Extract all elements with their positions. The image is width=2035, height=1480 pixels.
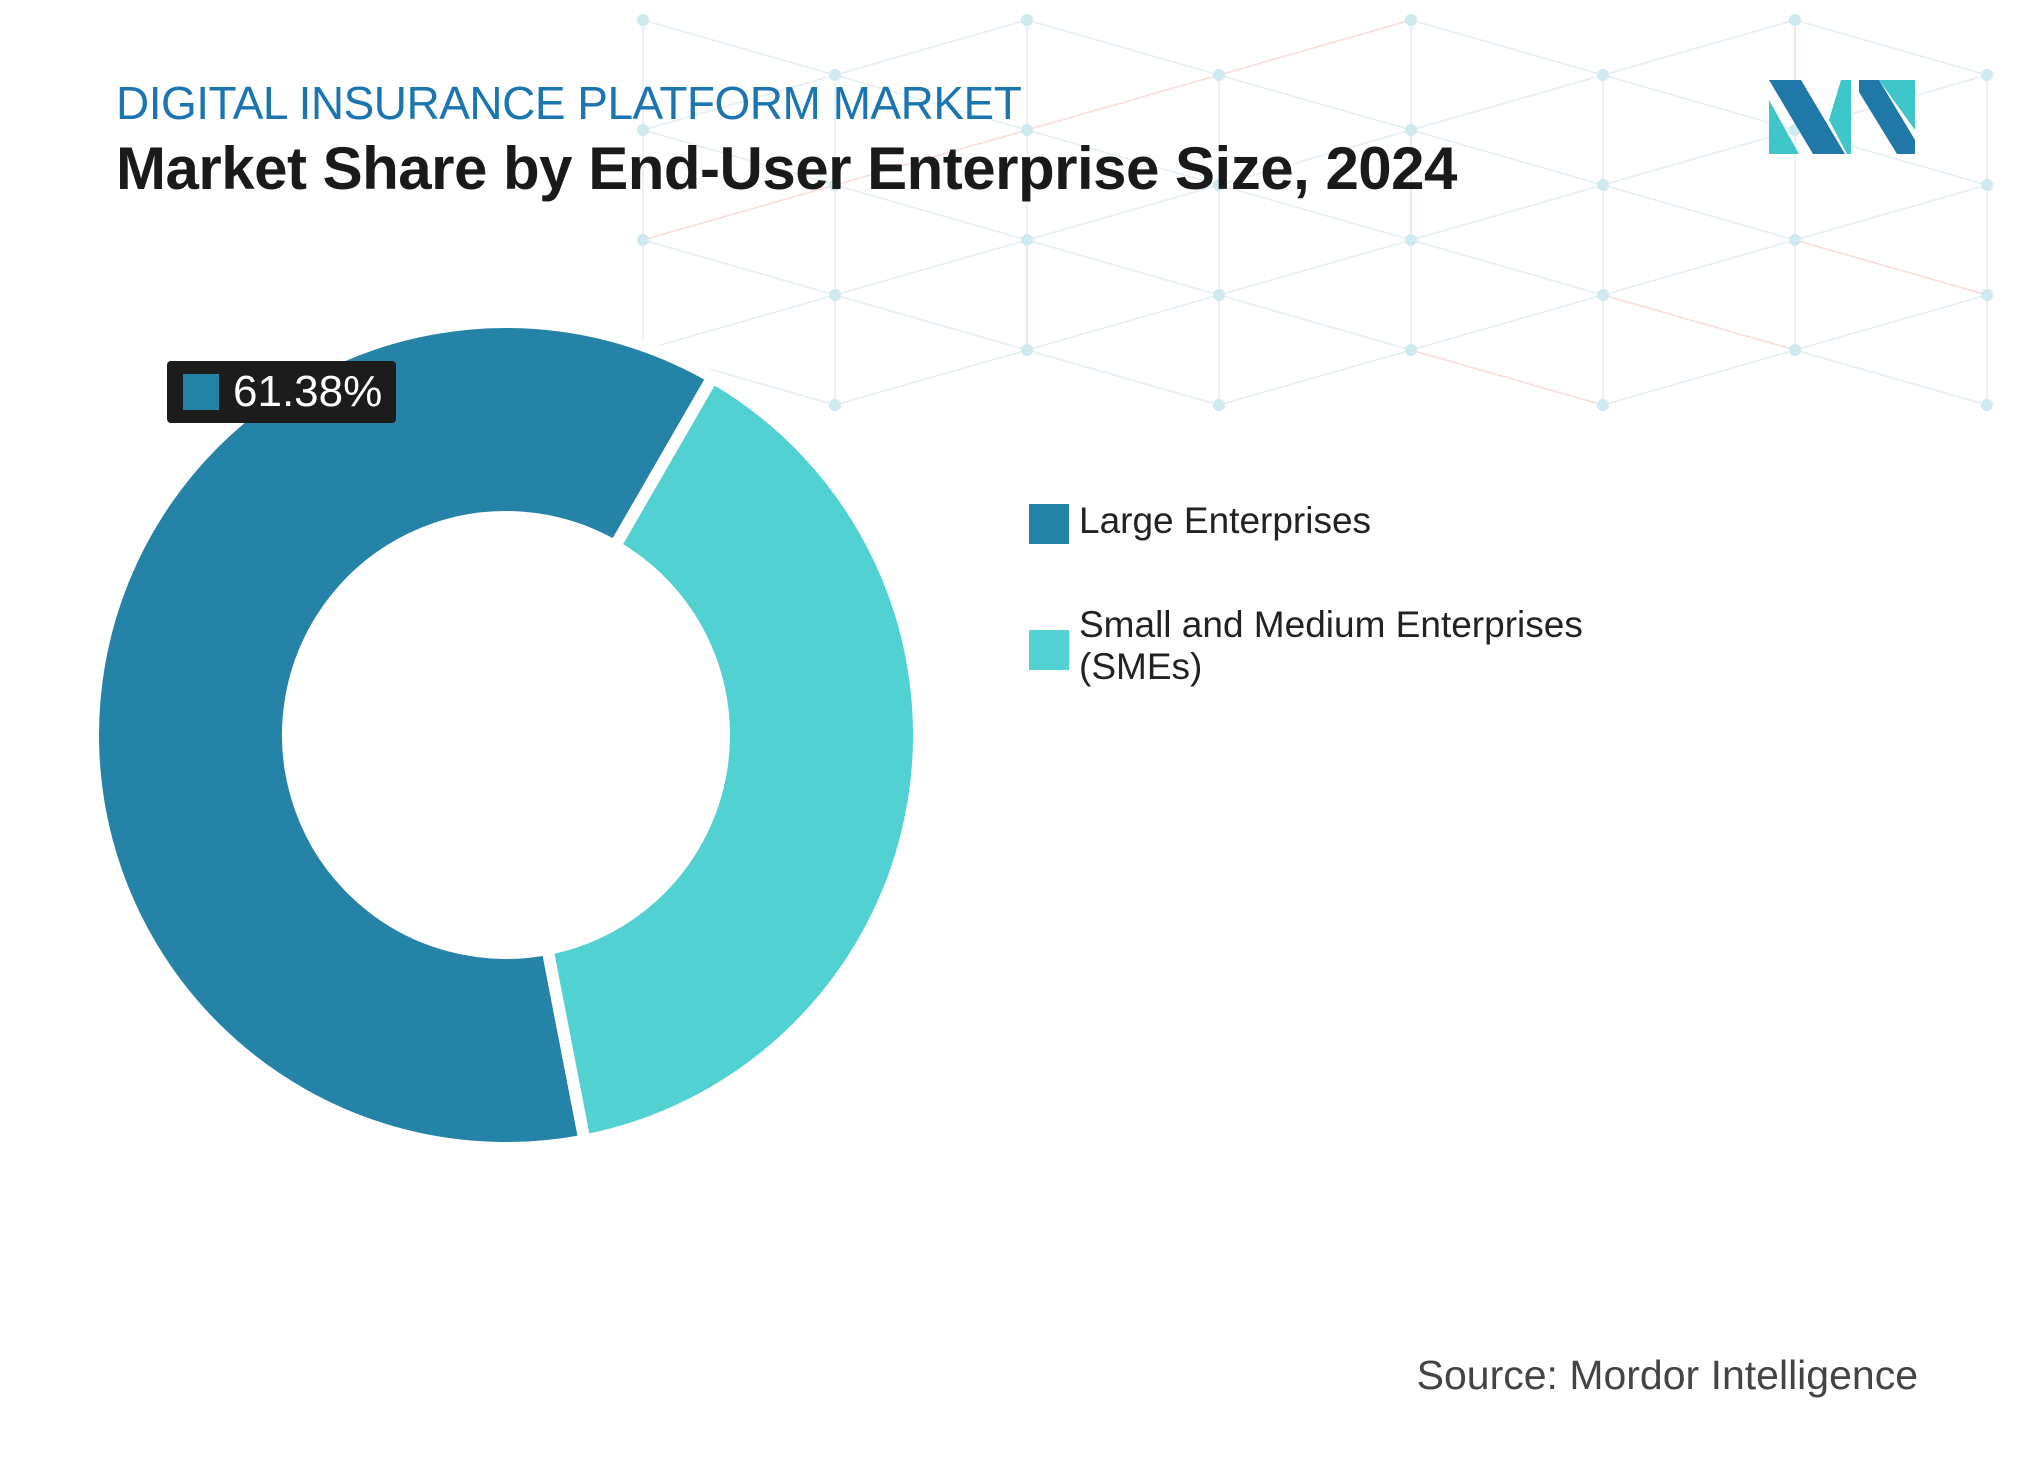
source-note: Source: Mordor Intelligence bbox=[1416, 1352, 1918, 1398]
pattern-dot bbox=[637, 124, 649, 136]
pattern-dot bbox=[1981, 69, 1993, 81]
pattern-line bbox=[1218, 294, 1412, 351]
pattern-dot bbox=[1597, 69, 1609, 81]
donut-slice-large-enterprises bbox=[87, 316, 721, 1154]
chart-kicker: DIGITAL INSURANCE PLATFORM MARKET bbox=[116, 77, 1022, 129]
pattern-dot bbox=[637, 14, 649, 26]
mordor-intelligence-logo bbox=[1769, 80, 1915, 154]
pattern-line bbox=[1410, 129, 1604, 186]
data-label-value: 61.38% bbox=[233, 367, 383, 416]
pattern-line bbox=[1026, 294, 1220, 351]
pattern-line bbox=[834, 74, 1028, 131]
pattern-line bbox=[1602, 74, 1796, 131]
pattern-line bbox=[1218, 349, 1412, 406]
pattern-line bbox=[1026, 129, 1220, 186]
pattern-dot bbox=[829, 179, 841, 191]
pattern-dot bbox=[1981, 399, 1993, 411]
pattern-dot bbox=[637, 234, 649, 246]
pattern-line bbox=[834, 184, 1028, 241]
pattern-line bbox=[1602, 19, 1796, 76]
pattern-dot bbox=[829, 289, 841, 301]
pattern-dot bbox=[829, 69, 841, 81]
pattern-dot bbox=[1021, 344, 1033, 356]
pattern-line bbox=[1794, 294, 1988, 351]
pattern-dot bbox=[1021, 234, 1033, 246]
pattern-line bbox=[1794, 349, 1988, 406]
pattern-dot bbox=[1405, 14, 1417, 26]
pattern-line bbox=[834, 239, 1028, 296]
pattern-line bbox=[1218, 184, 1412, 241]
pattern-line bbox=[642, 184, 836, 241]
pattern-line bbox=[642, 239, 836, 296]
pattern-line bbox=[1602, 129, 1796, 186]
pattern-dot bbox=[829, 399, 841, 411]
pattern-line bbox=[642, 129, 836, 186]
donut-chart bbox=[87, 316, 926, 1154]
legend-label: Small and Medium Enterprises (SMEs) bbox=[1079, 604, 1583, 687]
pattern-line bbox=[1218, 129, 1412, 186]
legend-label: Large Enterprises bbox=[1079, 500, 1372, 541]
pattern-dot bbox=[1789, 14, 1801, 26]
pattern-dot bbox=[1213, 289, 1225, 301]
pattern-line bbox=[1410, 74, 1604, 131]
data-label-large-enterprises: 61.38% bbox=[167, 361, 396, 423]
pattern-dot bbox=[1597, 289, 1609, 301]
pattern-line bbox=[1026, 349, 1220, 406]
pattern-dot bbox=[1981, 289, 1993, 301]
pattern-dot bbox=[1597, 179, 1609, 191]
pattern-line bbox=[1026, 74, 1220, 131]
pattern-line bbox=[1794, 184, 1988, 241]
pattern-line bbox=[1794, 239, 1988, 296]
data-label-swatch bbox=[183, 374, 219, 410]
legend-swatch bbox=[1029, 504, 1069, 544]
pattern-line bbox=[1218, 239, 1412, 296]
pattern-dot bbox=[1021, 124, 1033, 136]
pattern-line bbox=[1026, 184, 1220, 241]
pattern-line bbox=[1218, 19, 1412, 76]
pattern-dot bbox=[1597, 399, 1609, 411]
pattern-dot bbox=[1789, 344, 1801, 356]
pattern-dot bbox=[1405, 234, 1417, 246]
pattern-line bbox=[1794, 19, 1988, 76]
pattern-line bbox=[642, 294, 836, 351]
pattern-line bbox=[1602, 184, 1796, 241]
pattern-line bbox=[1410, 19, 1604, 76]
pattern-line bbox=[1410, 294, 1604, 351]
pattern-line bbox=[1218, 74, 1412, 131]
pattern-dot bbox=[1021, 14, 1033, 26]
pattern-line bbox=[834, 19, 1028, 76]
pattern-line bbox=[1026, 239, 1220, 296]
pattern-dot bbox=[1981, 179, 1993, 191]
pattern-line bbox=[1410, 239, 1604, 296]
pattern-line bbox=[834, 129, 1028, 186]
legend-swatch bbox=[1029, 630, 1069, 670]
pattern-line bbox=[834, 349, 1028, 406]
pattern-line bbox=[1026, 19, 1220, 76]
pattern-line bbox=[1602, 294, 1796, 351]
donut-slice-smes bbox=[540, 369, 926, 1148]
pattern-dot bbox=[1789, 234, 1801, 246]
pattern-dot bbox=[1405, 344, 1417, 356]
pattern-dot bbox=[1213, 399, 1225, 411]
pattern-line bbox=[1410, 349, 1604, 406]
pattern-line bbox=[1602, 349, 1796, 406]
pattern-line bbox=[834, 294, 1028, 351]
pattern-dot bbox=[1405, 124, 1417, 136]
pattern-dot bbox=[1213, 69, 1225, 81]
background-network-pattern bbox=[637, 14, 1993, 411]
chart-title: Market Share by End-User Enterprise Size… bbox=[116, 135, 1457, 202]
pattern-line bbox=[1410, 184, 1604, 241]
pattern-line bbox=[642, 19, 836, 76]
pattern-line bbox=[1602, 239, 1796, 296]
pattern-line bbox=[642, 74, 836, 131]
pattern-dot bbox=[1213, 179, 1225, 191]
